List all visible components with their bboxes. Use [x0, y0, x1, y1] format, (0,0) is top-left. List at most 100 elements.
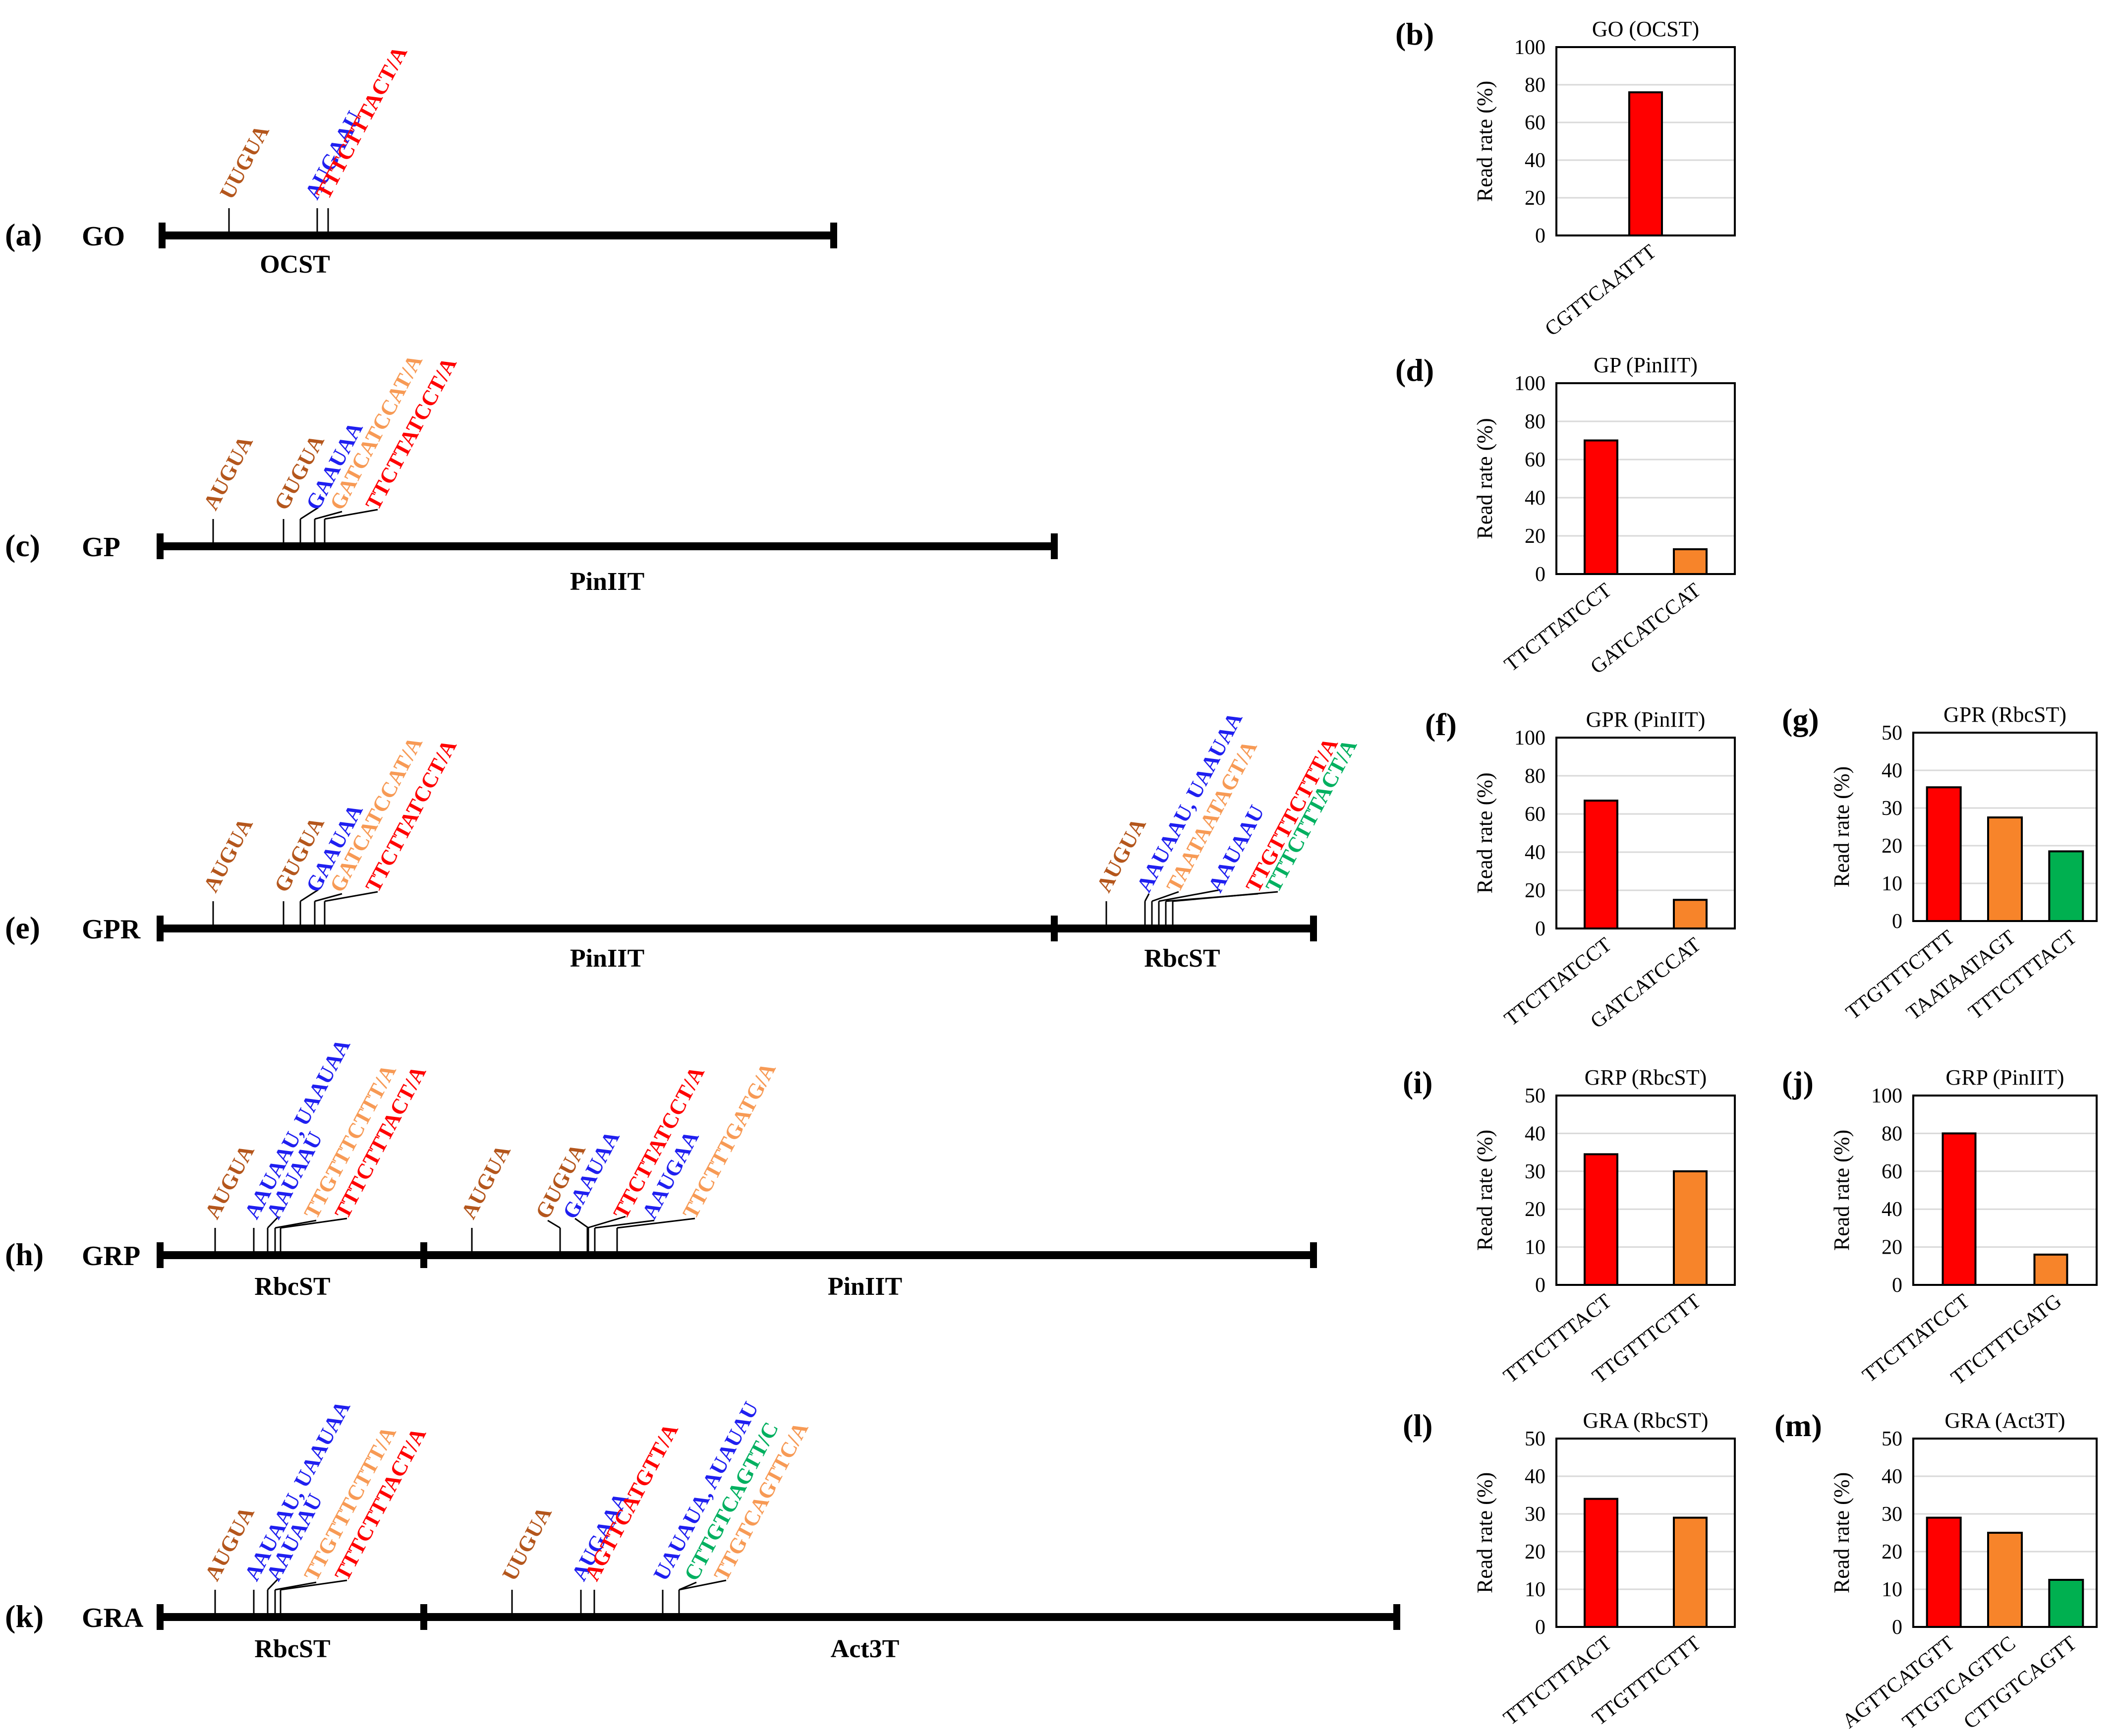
y-tick-label: 40: [1882, 1465, 1902, 1488]
bar: [1673, 899, 1708, 929]
y-tick-label: 10: [1525, 1236, 1545, 1259]
y-tick-label: 30: [1525, 1160, 1545, 1183]
construct-name: GO: [82, 221, 125, 252]
motif-leader-line: [617, 1217, 695, 1229]
y-tick-label: 20: [1525, 187, 1545, 210]
y-tick-label: 40: [1525, 149, 1545, 172]
y-tick-label: 100: [1871, 1085, 1902, 1107]
bar: [1987, 1532, 2023, 1628]
motif-leader-line: [324, 891, 378, 902]
bar: [1584, 1498, 1618, 1628]
y-tick-label: 60: [1525, 803, 1545, 826]
construct-name: GPR: [82, 914, 141, 945]
y-tick-label: 0: [1535, 563, 1545, 586]
motif-leader-line: [300, 507, 319, 520]
segment-label: OCST: [260, 250, 330, 279]
y-tick-label: 60: [1525, 449, 1545, 471]
motif-leader-line: [574, 1217, 589, 1229]
x-tick-label: CTTGTCAGTT: [1959, 1632, 2081, 1734]
motif-label: AUGUA: [457, 1141, 515, 1223]
bar: [1673, 548, 1708, 575]
chart-panel-label: (f): [1425, 707, 1457, 742]
motif-leader-line: [547, 1219, 561, 1229]
bar: [1673, 1170, 1708, 1286]
plot-frame: [1555, 1438, 1736, 1628]
y-tick-label: 20: [1525, 1541, 1545, 1563]
chart-panel-label: (i): [1403, 1065, 1432, 1100]
chart-panel-label: (b): [1395, 16, 1434, 52]
bar: [1673, 1516, 1708, 1628]
y-tick-label: 40: [1525, 1465, 1545, 1488]
y-tick-label: 100: [1514, 727, 1545, 750]
bar: [1926, 1516, 1962, 1628]
y-tick-label: 40: [1525, 1122, 1545, 1145]
y-tick-label: 20: [1882, 835, 1902, 858]
y-tick-label: 80: [1525, 765, 1545, 788]
y-tick-label: 40: [1882, 1198, 1902, 1221]
y-axis-label: Read rate (%): [1473, 1130, 1497, 1251]
bar: [1584, 1153, 1618, 1286]
y-axis-label: Read rate (%): [1473, 418, 1497, 539]
segment-label: RbcST: [254, 1635, 330, 1663]
y-tick-label: 0: [1535, 225, 1545, 247]
y-tick-label: 30: [1882, 1503, 1902, 1526]
y-tick-label: 10: [1882, 872, 1902, 895]
bar: [1584, 439, 1618, 575]
motif-leader-line: [314, 511, 343, 520]
chart-title: GPR (PinIIT): [1586, 707, 1706, 732]
y-axis-label: Read rate (%): [1829, 766, 1854, 887]
y-tick-label: 10: [1525, 1578, 1545, 1601]
segment-label: PinIIT: [570, 944, 644, 973]
y-axis-label: Read rate (%): [1473, 1472, 1497, 1593]
chart-title: GRP (RbcST): [1585, 1065, 1707, 1090]
chart-title: GPR (RbcST): [1943, 702, 2066, 727]
bar: [1942, 1132, 1977, 1286]
y-tick-label: 0: [1535, 1274, 1545, 1297]
x-tick-label: TTTCTTTACT: [1964, 926, 2081, 1024]
motif-leader-line: [594, 1219, 655, 1229]
plot-frame: [1555, 1095, 1736, 1286]
motif-label: UUGUA: [215, 121, 274, 203]
panel-label: (h): [5, 1237, 44, 1272]
y-tick-label: 50: [1882, 722, 1902, 745]
chart-title: GP (PinIIT): [1594, 353, 1698, 377]
motif-leader-line: [1151, 891, 1179, 902]
y-tick-label: 20: [1882, 1236, 1902, 1259]
y-tick-label: 50: [1525, 1428, 1545, 1450]
y-tick-label: 10: [1882, 1578, 1902, 1601]
motif-leader-line: [267, 1577, 280, 1591]
motif-leader-line: [1172, 891, 1278, 902]
motif-leader-line: [275, 1581, 317, 1591]
y-tick-label: 50: [1525, 1085, 1545, 1107]
y-tick-label: 40: [1525, 841, 1545, 864]
y-tick-label: 0: [1535, 1616, 1545, 1639]
motif-leader-line: [300, 889, 319, 902]
bar-chart-f: (f) GPR (PinIIT) 0 20 40 60 80 100 Read rate (%)…: [1425, 707, 1736, 1033]
y-axis-label: Read rate (%): [1473, 772, 1497, 893]
bar: [1926, 786, 1962, 922]
y-tick-label: 20: [1525, 1198, 1545, 1221]
x-tick-label: CGTTCAATTT: [1541, 240, 1661, 341]
y-axis-label: Read rate (%): [1829, 1130, 1854, 1251]
motif-label: UUGUA: [498, 1503, 557, 1585]
panel-label: (e): [5, 910, 40, 945]
y-tick-label: 100: [1514, 36, 1545, 59]
motif-leader-line: [679, 1579, 727, 1591]
chart-panel-label: (j): [1782, 1065, 1814, 1100]
bar-chart-j: (j) GRP (PinIIT) 0 20 40 60 80 100 Read rate (%)…: [1782, 1065, 2098, 1389]
segment-label: Act3T: [831, 1635, 900, 1663]
bar: [2048, 1579, 2084, 1628]
y-tick-label: 30: [1882, 797, 1902, 820]
y-tick-label: 0: [1892, 910, 1902, 933]
chart-panel-label: (d): [1395, 352, 1434, 388]
panel-label: (k): [5, 1599, 44, 1634]
motif-leader-line: [1144, 893, 1150, 902]
chart-panel-label: (g): [1782, 702, 1819, 737]
segment-label: RbcST: [254, 1273, 330, 1301]
